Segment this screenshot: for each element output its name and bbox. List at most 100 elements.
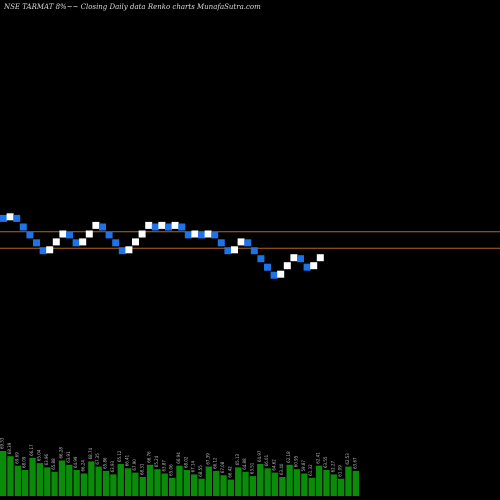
volume-bar: [29, 457, 36, 496]
volume-bar: [132, 472, 139, 496]
volume-label: 64.62: [272, 459, 277, 471]
volume-bar: [235, 467, 242, 496]
volume-bar: [73, 470, 80, 496]
volume-bar: [0, 451, 7, 496]
volume-bar: [66, 464, 73, 496]
renko-brick: [283, 262, 291, 270]
renko-brick: [297, 255, 304, 263]
renko-brick: [125, 246, 133, 254]
volume-label: 63.87: [161, 460, 166, 472]
renko-brick: [92, 221, 100, 229]
renko-brick: [224, 247, 232, 255]
volume-bar: [323, 470, 330, 496]
volume-bar: [80, 473, 88, 496]
volume-label: 62.53: [345, 453, 350, 465]
volume-bar: [22, 470, 29, 496]
volume-bar: [293, 469, 301, 496]
volume-bar: [51, 471, 58, 496]
volume-label: 63.93: [110, 460, 115, 472]
renko-brick: [184, 231, 192, 239]
volume-bar: [139, 477, 146, 496]
volume-bar: [315, 465, 323, 496]
volume-bar: [95, 466, 102, 496]
volume-label: 68.31: [139, 463, 144, 475]
volume-bar: [117, 464, 124, 496]
volume-label: 68.09: [22, 456, 27, 468]
volume-label: 69.53: [0, 437, 5, 449]
renko-brick: [191, 230, 199, 238]
volume-bar: [102, 470, 110, 496]
volume-label: 61.32: [308, 464, 313, 476]
volume-bar: [14, 465, 21, 496]
renko-brick: [72, 239, 80, 247]
volume-bar: [58, 460, 66, 496]
volume-label: 64.99: [73, 456, 78, 468]
volume-bar: [198, 478, 205, 496]
volume-bar: [205, 466, 212, 496]
renko-brick: [79, 238, 87, 246]
renko-brick: [145, 221, 153, 229]
volume-label: 68.74: [88, 447, 93, 459]
renko-brick: [211, 231, 219, 239]
volume-bar: [213, 470, 220, 496]
volume-label: 62.18: [286, 451, 291, 463]
renko-brick: [85, 230, 93, 238]
volume-bar: [279, 477, 286, 496]
renko-brick: [112, 239, 120, 247]
volume-bar: [146, 464, 154, 496]
volume-bar: [44, 467, 51, 496]
renko-brick: [178, 223, 186, 231]
renko-brick: [158, 221, 166, 229]
volume-bar: [338, 478, 345, 496]
renko-brick: [118, 247, 126, 255]
renko-brick: [151, 223, 159, 231]
volume-label: 66.17: [29, 444, 34, 456]
renko-brick: [0, 214, 7, 222]
volume-bar: [124, 468, 132, 496]
volume-label: 62.41: [316, 452, 321, 464]
volume-bar: [301, 473, 308, 496]
volume-label: 60.95: [294, 455, 299, 467]
renko-brick: [198, 231, 205, 239]
volume-bar: [110, 474, 117, 496]
volume-label: 66.94: [176, 452, 181, 464]
volume-label: 66.24: [81, 460, 86, 472]
volume-label: 62.27: [330, 460, 335, 472]
volume-bar: [249, 476, 257, 496]
renko-bricks: [0, 213, 324, 279]
volume-bar: [271, 472, 279, 496]
volume-label: 67.90: [132, 459, 137, 471]
renko-brick: [237, 238, 245, 246]
volume-label: 67.08: [220, 461, 225, 473]
volume-bar: [264, 468, 271, 496]
volume-bar: [154, 469, 161, 496]
volume-bar: [36, 463, 43, 496]
renko-brick: [99, 223, 106, 231]
volume-label: 66.42: [227, 466, 232, 478]
volume-bar: [7, 456, 14, 496]
volume-label: 65.13: [235, 453, 240, 465]
renko-brick: [310, 262, 318, 270]
renko-brick: [171, 221, 179, 229]
renko-brick: [33, 239, 40, 247]
renko-brick: [52, 238, 60, 246]
volume-label: 65.86: [103, 457, 108, 469]
renko-brick: [165, 223, 172, 231]
renko-brick: [270, 271, 278, 279]
volume-label: 67.35: [95, 453, 100, 465]
volume-label: 63.96: [44, 453, 49, 465]
volume-bar: [88, 461, 95, 496]
volume-label: 63.67: [352, 457, 357, 469]
renko-brick: [46, 246, 54, 254]
renko-brick: [290, 254, 298, 262]
volume-bar: [330, 474, 337, 496]
volume-label: 59.87: [301, 460, 306, 472]
volume-label: 64.88: [242, 458, 247, 470]
volume-label: 67.14: [191, 460, 196, 472]
volume-label: 66.41: [125, 454, 130, 466]
volume-bar: [161, 473, 168, 496]
volume-label: 63.91: [66, 451, 71, 463]
volume-label: 66.28: [58, 447, 63, 459]
